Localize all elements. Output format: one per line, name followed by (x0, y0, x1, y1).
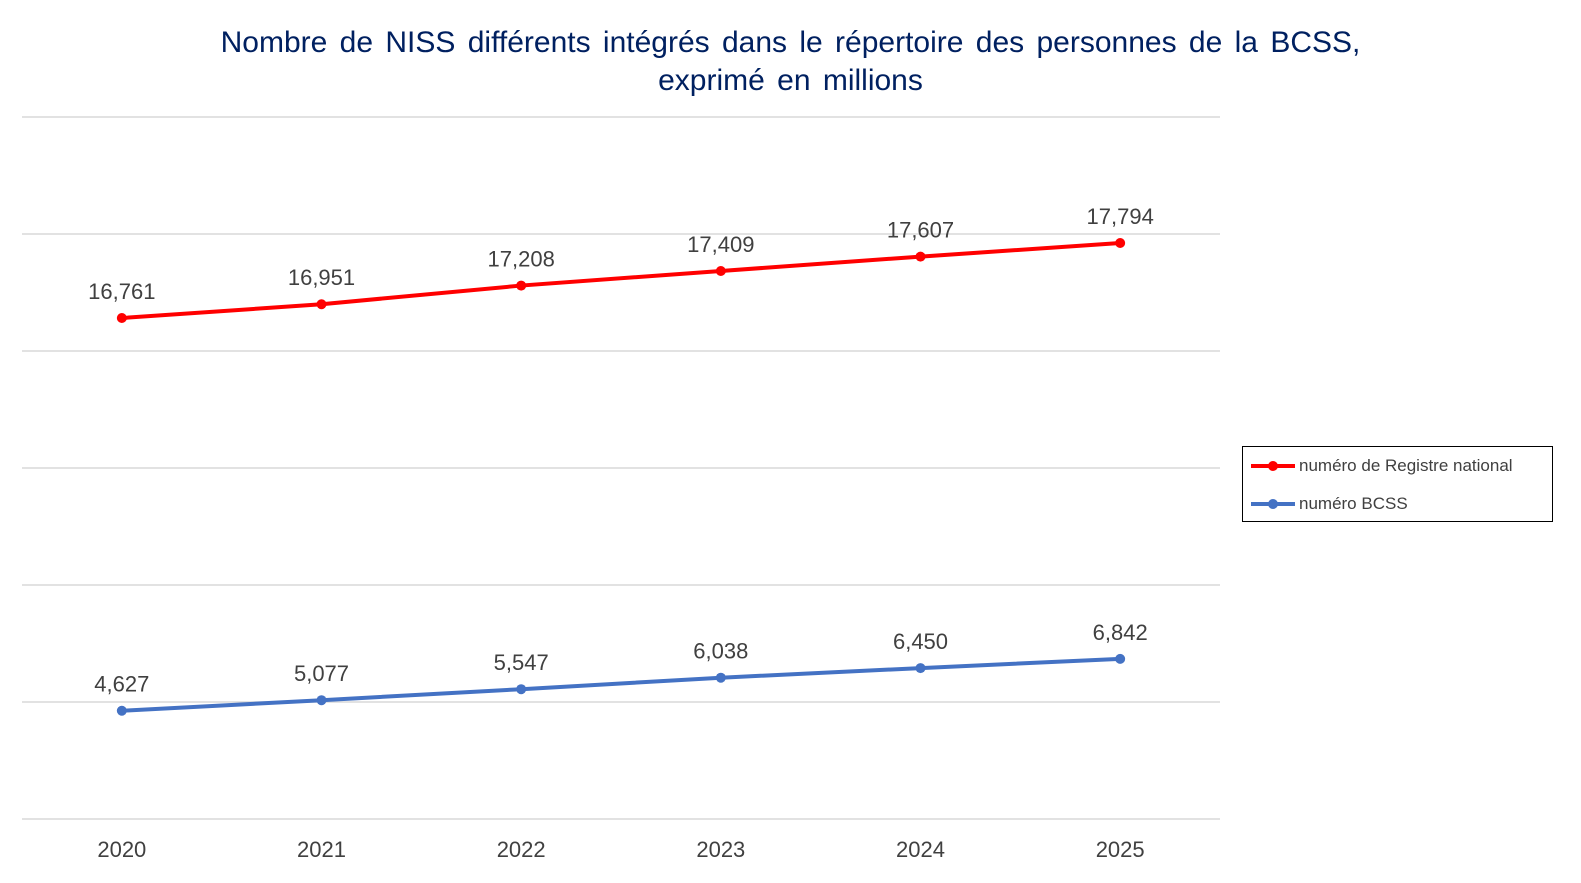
data-point (116, 313, 127, 324)
data-label: 5,547 (494, 650, 549, 675)
data-label: 17,794 (1087, 204, 1154, 229)
legend-swatch-blue (1251, 499, 1295, 509)
x-tick-label: 2021 (297, 837, 346, 862)
data-label: 17,208 (488, 247, 555, 272)
data-point (715, 672, 726, 683)
chart-title: Nombre de NISS différents intégrés dans … (0, 24, 1581, 100)
data-label: 17,409 (687, 232, 754, 257)
data-label: 6,842 (1093, 620, 1148, 645)
x-tick-label: 2022 (497, 837, 546, 862)
data-label: 17,607 (887, 218, 954, 243)
data-label: 4,627 (94, 672, 149, 697)
data-point (1115, 653, 1126, 664)
data-point (915, 663, 926, 674)
legend-swatch-red (1251, 461, 1295, 471)
x-tick-label: 2020 (97, 837, 146, 862)
data-label: 16,761 (88, 279, 155, 304)
legend-label: numéro de Registre national (1299, 456, 1513, 475)
data-label: 5,077 (294, 661, 349, 686)
data-point (715, 265, 726, 276)
data-label: 6,450 (893, 629, 948, 654)
data-point (116, 705, 127, 716)
data-label: 16,951 (288, 265, 355, 290)
data-point (516, 280, 527, 291)
data-point (915, 251, 926, 262)
data-point (516, 684, 527, 695)
legend-item-bcss: numéro BCSS (1251, 492, 1408, 516)
title-line-1: Nombre de NISS différents intégrés dans … (220, 26, 1361, 59)
series-line-0 (121, 241, 1121, 321)
legend-label: numéro BCSS (1299, 494, 1408, 513)
series-line-1 (121, 656, 1121, 713)
legend: numéro de Registre national numéro BCSS (1242, 446, 1553, 522)
x-tick-label: 2023 (696, 837, 745, 862)
data-label: 6,038 (693, 639, 748, 664)
data-point (316, 299, 327, 310)
legend-item-registre-national: numéro de Registre national (1251, 454, 1513, 478)
x-tick-label: 2024 (896, 837, 945, 862)
data-point (1115, 238, 1126, 249)
x-tick-label: 2025 (1096, 837, 1145, 862)
title-line-2: exprimé en millions (658, 64, 923, 97)
data-point (316, 695, 327, 706)
